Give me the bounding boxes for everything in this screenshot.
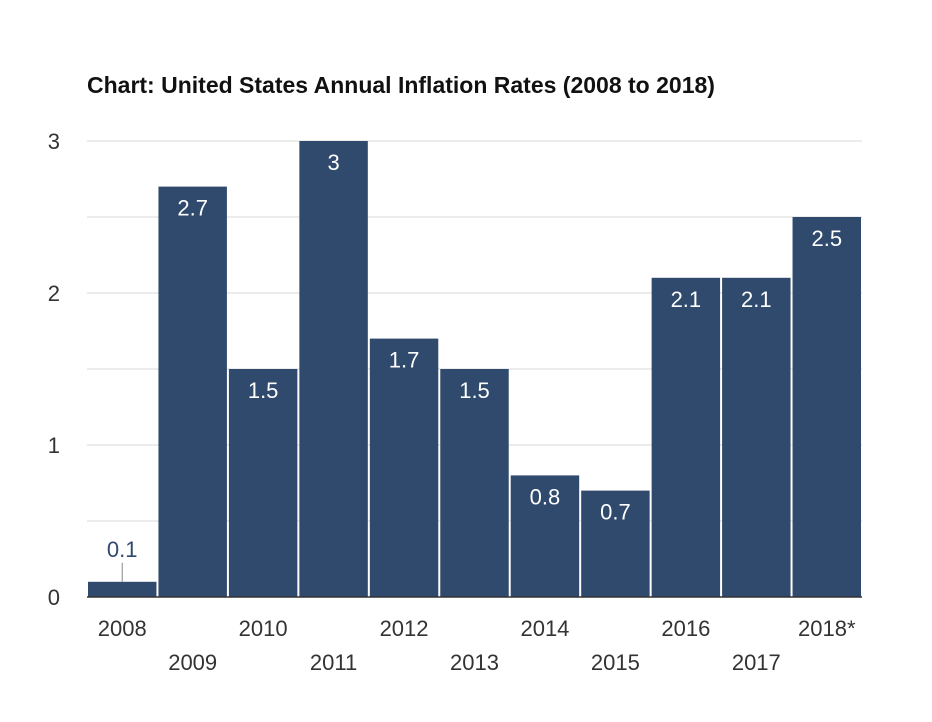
x-tick-label: 2008 (98, 616, 147, 641)
x-tick-label: 2015 (591, 650, 640, 675)
x-tick-label: 2009 (168, 650, 217, 675)
data-label: 0.8 (530, 484, 561, 509)
x-tick-label: 2010 (239, 616, 288, 641)
bar (158, 186, 227, 597)
data-label: 2.1 (741, 287, 772, 312)
bar (792, 217, 861, 597)
data-label: 0.1 (107, 537, 138, 562)
bar (440, 369, 509, 597)
data-label: 2.5 (811, 226, 842, 251)
x-tick-label: 2013 (450, 650, 499, 675)
x-tick-label: 2012 (380, 616, 429, 641)
bar (88, 581, 157, 597)
data-label: 3 (327, 150, 339, 175)
y-tick-label: 3 (48, 129, 60, 154)
chart-title: Chart: United States Annual Inflation Ra… (87, 72, 715, 98)
data-label: 0.7 (600, 500, 631, 525)
y-tick-label: 1 (48, 433, 60, 458)
bar (510, 475, 580, 597)
bar (228, 369, 298, 597)
y-tick-label: 2 (48, 281, 60, 306)
x-tick-label: 2016 (661, 616, 710, 641)
bar (369, 338, 439, 597)
x-tick-label: 2017 (732, 650, 781, 675)
x-tick-label: 2014 (520, 616, 569, 641)
bar (722, 277, 791, 597)
bar (651, 277, 721, 597)
data-label: 1.7 (389, 348, 420, 373)
y-tick-label: 0 (48, 585, 60, 610)
data-label: 2.7 (177, 196, 208, 221)
x-tick-label: 2018* (798, 616, 856, 641)
x-tick-label: 2011 (310, 650, 357, 675)
data-label: 2.1 (671, 287, 702, 312)
bar (581, 490, 650, 597)
data-label: 1.5 (459, 378, 490, 403)
data-label: 1.5 (248, 378, 279, 403)
bar (299, 141, 368, 597)
